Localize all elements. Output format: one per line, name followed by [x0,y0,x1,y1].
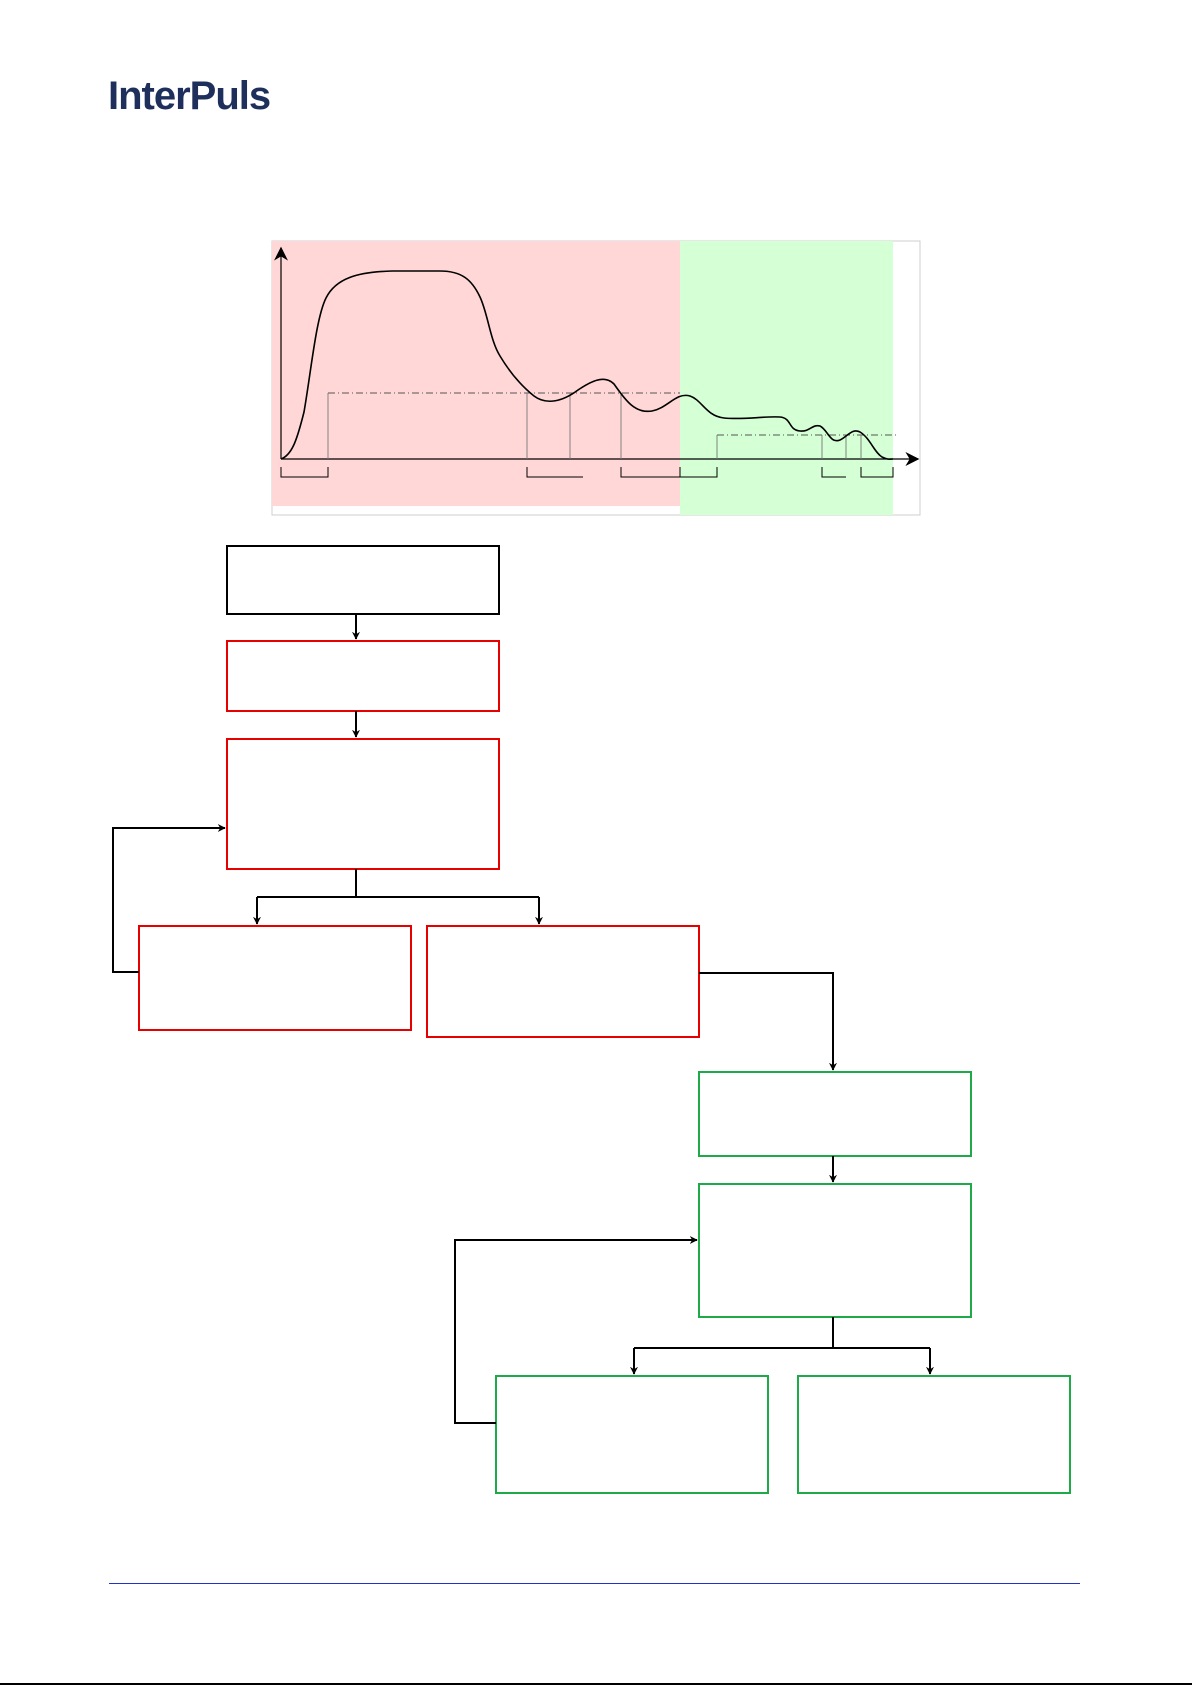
red-step-1-box [226,640,500,712]
interpuls-logo: InterPuls [108,74,271,118]
red-zone [272,241,680,506]
green-step-1-box [698,1071,972,1157]
interval-brackets [280,467,894,478]
curve-panel [271,240,921,516]
start-box [226,545,500,615]
red-step-2-box [226,738,500,870]
loop-back-red [112,824,226,973]
interval-markers [327,393,862,459]
green-branch-right-box [797,1375,1071,1494]
loop-back-green [454,1236,698,1424]
green-branch-left-box [495,1375,769,1494]
red-branch-right-box [426,925,700,1038]
signal-curve [280,270,894,460]
arrow-red-right-to-green1 [699,972,837,1071]
red-branch-left-box [138,925,412,1031]
green-step-2-box [698,1183,972,1318]
connectors [112,614,934,1424]
bottom-rule [0,1683,1192,1685]
green-zone [680,241,893,515]
footer-rule [109,1583,1080,1584]
